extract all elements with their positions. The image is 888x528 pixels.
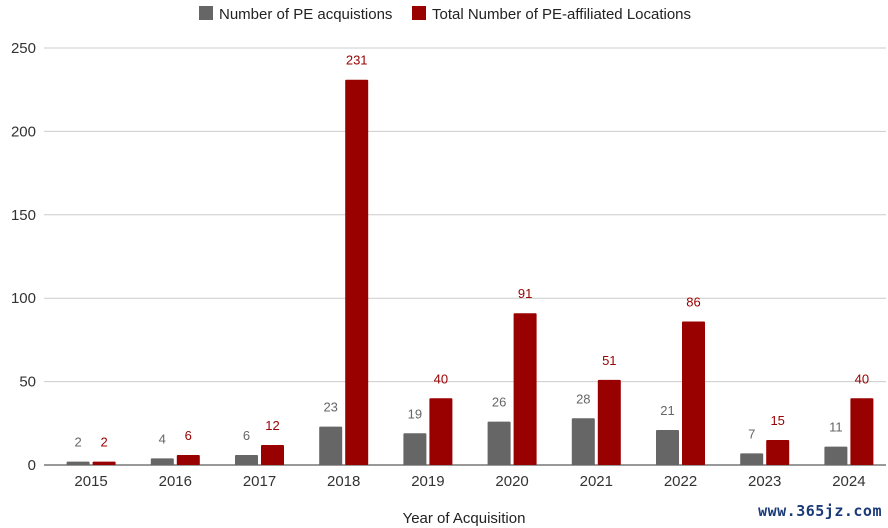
bar-acquisitions-2020 xyxy=(487,421,511,465)
x-tick-label-2020: 2020 xyxy=(495,473,528,490)
y-tick-label: 50 xyxy=(19,374,36,391)
bar-locations-2022 xyxy=(682,321,705,465)
legend-swatch-acquisitions xyxy=(199,6,213,20)
data-label-locations-2017: 12 xyxy=(265,418,279,433)
bar-acquisitions-2017 xyxy=(235,454,258,465)
y-tick-label: 250 xyxy=(11,40,36,57)
x-tick-label-2018: 2018 xyxy=(327,473,360,490)
x-tick-label-2017: 2017 xyxy=(243,473,276,490)
data-label-acquisitions-2016: 4 xyxy=(159,431,166,446)
data-label-acquisitions-2023: 7 xyxy=(748,426,755,441)
gridlines xyxy=(44,47,886,466)
x-tick-label-2015: 2015 xyxy=(74,473,107,490)
bar-acquisitions-2018 xyxy=(319,426,343,465)
data-label-acquisitions-2024: 11 xyxy=(829,420,843,435)
bar-acquisitions-2023 xyxy=(740,453,764,465)
bar-locations-2019 xyxy=(429,398,453,465)
data-label-acquisitions-2015: 2 xyxy=(74,435,81,450)
bar-locations-2020 xyxy=(513,313,537,465)
bar-acquisitions-2016 xyxy=(150,458,174,465)
data-label-acquisitions-2022: 21 xyxy=(660,403,674,418)
legend-label-acquisitions: Number of PE acquistions xyxy=(219,6,392,23)
legend: Number of PE acquistions Total Number of… xyxy=(199,6,691,23)
data-label-acquisitions-2019: 19 xyxy=(408,406,422,421)
data-label-locations-2024: 40 xyxy=(855,371,869,386)
y-tick-label: 100 xyxy=(11,290,36,307)
bar-locations-2024 xyxy=(850,398,874,465)
x-tick-label-2016: 2016 xyxy=(159,473,192,490)
data-label-locations-2015: 2 xyxy=(100,435,107,450)
x-axis-ticks: 2015 2016 2017 2018 2019 2020 2021 2022 2023 2024 xyxy=(74,473,865,490)
y-tick-label: 200 xyxy=(11,123,36,140)
data-label-locations-2016: 6 xyxy=(185,428,192,443)
bar-acquisitions-2022 xyxy=(656,429,679,465)
legend-label-locations: Total Number of PE-affiliated Locations xyxy=(432,6,691,23)
data-label-locations-2019: 40 xyxy=(434,371,448,386)
data-labels: 2 2 4 6 6 12 23 231 19 40 26 91 28 51 21 86 7 15 11 40 xyxy=(74,53,869,450)
data-label-locations-2021: 51 xyxy=(602,353,616,368)
bars xyxy=(66,79,874,465)
bar-locations-2015 xyxy=(92,461,116,465)
data-label-locations-2020: 91 xyxy=(518,286,532,301)
data-label-locations-2023: 15 xyxy=(770,413,784,428)
x-tick-label-2023: 2023 xyxy=(748,473,781,490)
bar-acquisitions-2024 xyxy=(824,446,848,465)
data-label-acquisitions-2017: 6 xyxy=(243,428,250,443)
x-tick-label-2021: 2021 xyxy=(580,473,613,490)
y-tick-label: 0 xyxy=(28,457,36,474)
y-tick-label: 150 xyxy=(11,207,36,224)
x-tick-label-2022: 2022 xyxy=(664,473,697,490)
data-label-acquisitions-2020: 26 xyxy=(492,395,506,410)
bar-locations-2017 xyxy=(261,444,284,465)
data-label-locations-2018: 231 xyxy=(346,53,368,68)
data-label-acquisitions-2018: 23 xyxy=(323,400,337,415)
bar-acquisitions-2019 xyxy=(403,433,427,465)
bar-locations-2021 xyxy=(597,379,621,465)
data-label-locations-2022: 86 xyxy=(686,295,700,310)
legend-swatch-locations xyxy=(412,6,426,20)
data-label-acquisitions-2021: 28 xyxy=(576,391,590,406)
bar-locations-2016 xyxy=(176,454,200,465)
x-tick-label-2024: 2024 xyxy=(832,473,865,490)
x-axis-title: Year of Acquisition xyxy=(403,510,526,527)
y-axis-ticks: 0 50 100 150 200 250 xyxy=(11,40,36,474)
bar-locations-2023 xyxy=(766,439,790,465)
x-tick-label-2019: 2019 xyxy=(411,473,444,490)
bar-acquisitions-2021 xyxy=(571,418,595,465)
bar-acquisitions-2015 xyxy=(66,461,90,465)
bar-locations-2018 xyxy=(345,79,369,465)
watermark: www.365jz.com xyxy=(758,502,882,520)
